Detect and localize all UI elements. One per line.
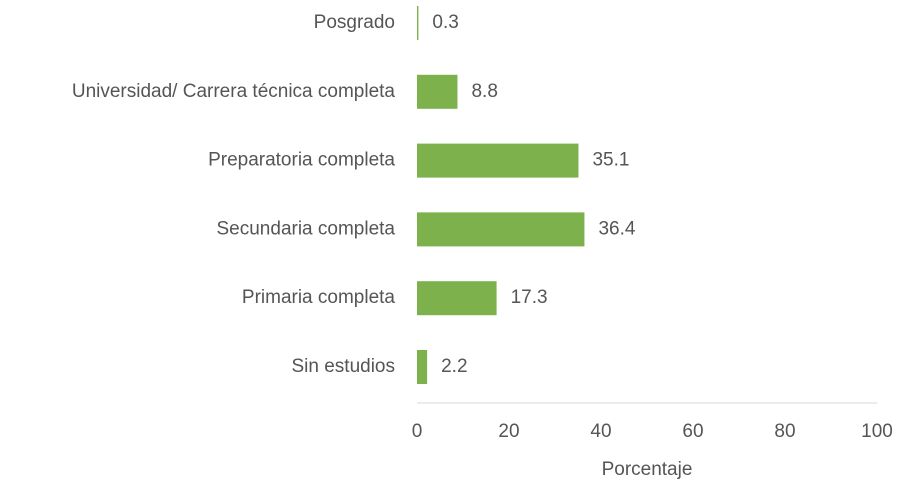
x-tick-label: 60	[682, 421, 703, 442]
y-tick-label: Secundaria completa	[217, 218, 396, 239]
x-axis-label: Porcentaje	[602, 459, 693, 480]
data-label: 0.3	[432, 12, 458, 33]
data-label: 35.1	[592, 150, 629, 171]
data-label: 8.8	[471, 81, 497, 102]
x-tick-label: 0	[412, 421, 423, 442]
bar	[417, 143, 579, 178]
data-label: 17.3	[511, 287, 548, 308]
y-tick-label: Universidad/ Carrera técnica completa	[72, 81, 396, 102]
bar	[417, 281, 497, 316]
bar	[417, 350, 428, 384]
data-label: 2.2	[441, 356, 467, 377]
bar	[417, 6, 419, 40]
x-tick-label: 80	[774, 421, 795, 442]
y-tick-label: Sin estudios	[291, 356, 395, 377]
y-tick-label: Primaria completa	[242, 287, 396, 308]
bar	[417, 74, 458, 109]
y-tick-label: Preparatoria completa	[208, 150, 395, 171]
x-tick-label: 40	[590, 421, 611, 442]
y-tick-label: Posgrado	[314, 12, 395, 33]
x-tick-label: 20	[498, 421, 519, 442]
bar	[417, 212, 585, 247]
data-label: 36.4	[598, 218, 635, 239]
x-tick-label: 100	[861, 421, 893, 442]
